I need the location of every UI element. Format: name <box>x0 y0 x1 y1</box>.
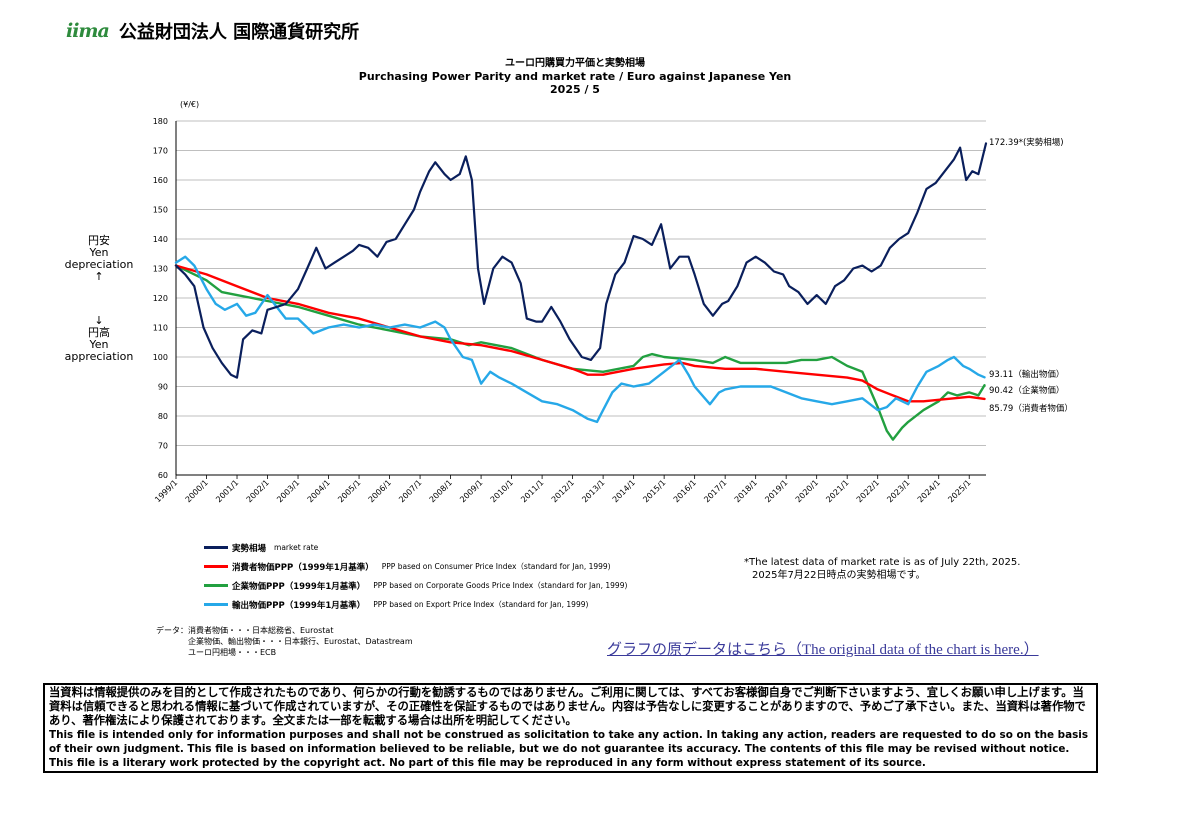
x-tick-label: 2014/1 <box>611 478 637 504</box>
series-end-label: 85.79（消費者物価） <box>989 403 1073 414</box>
y-tick-label: 120 <box>153 294 168 303</box>
legend-item-cgpi-ppp: 企業物価PPP（1999年1月基準） PPP based on Corporat… <box>204 576 627 595</box>
x-tick-label: 2001/1 <box>214 478 240 504</box>
x-tick-label: 2018/1 <box>733 478 759 504</box>
series-line <box>174 255 986 424</box>
x-tick-label: 2019/1 <box>763 478 789 504</box>
disclaimer-jp: 当資料は情報提供のみを目的として作成されたものであり、何らかの行動を勧誘するもの… <box>49 686 1086 727</box>
x-tick-label: 2021/1 <box>824 478 850 504</box>
y-tick-label: 80 <box>158 412 168 421</box>
ppp-line-chart: 60 70 80 90 100 110 120 130 140 150 160 170 180 (¥/€)… <box>153 100 1073 504</box>
market-rate-note: *The latest data of market rate is as of… <box>744 556 1020 582</box>
legend-label-en: PPP based on Consumer Price Index（standa… <box>381 562 611 571</box>
chart-title-jp: ユーロ円購買力平価と実勢相場 <box>505 58 645 69</box>
x-tick-label: 2007/1 <box>397 478 423 504</box>
x-tick-label: 2023/1 <box>885 478 911 504</box>
logo-mark: iima <box>66 20 110 42</box>
y-tick-label: 140 <box>153 235 168 244</box>
note-line-en: *The latest data of market rate is as of… <box>744 557 1021 568</box>
legend-swatch-cpi-ppp <box>204 565 228 568</box>
legend-label-jp: 企業物価PPP（1999年1月基準） <box>232 581 366 592</box>
disclaimer-en: This file is intended only for informati… <box>49 729 1089 769</box>
y-tick-label: 170 <box>153 147 168 156</box>
legend-label-jp: 実勢相場 <box>232 543 267 554</box>
x-tick-label: 2011/1 <box>519 478 545 504</box>
x-tick-label: 2010/1 <box>489 478 515 504</box>
side-upper-line-1: 円安 <box>88 234 110 247</box>
x-tick-label: 1999/1 <box>153 478 179 504</box>
legend-label-jp: 輸出物価PPP（1999年1月基準） <box>232 600 366 611</box>
x-tick-label: 2000/1 <box>184 478 210 504</box>
side-upper-line-3: depreciation <box>64 258 134 271</box>
legend-label-en: PPP based on Export Price Index（standard… <box>373 600 589 609</box>
legend-item-market-rate: 実勢相場 market rate <box>204 538 627 557</box>
series-end-label: 172.39*(実勢相場) <box>989 137 1064 148</box>
x-tick-label: 2006/1 <box>367 478 393 504</box>
series-end-label: 93.11（輸出物価） <box>989 369 1064 380</box>
side-lower-line-3: appreciation <box>64 350 134 363</box>
side-lower-line-1: 円高 <box>88 326 110 339</box>
x-tick-label: 2009/1 <box>458 478 484 504</box>
legend-item-cpi-ppp: 消費者物価PPP（1999年1月基準） PPP based on Consume… <box>204 557 627 576</box>
yen-appreciation-label: ↓ 円高 Yen appreciation <box>60 315 138 363</box>
series-line <box>174 264 986 403</box>
x-tick-label: 2005/1 <box>336 478 362 504</box>
y-tick-label: 180 <box>153 117 168 126</box>
side-lower-arrow: ↓ <box>94 314 104 327</box>
note-line-jp: 2025年7月22日時点の実勢相場です。 <box>752 570 926 581</box>
series-line <box>174 142 988 379</box>
y-axis-unit: (¥/€) <box>180 100 199 109</box>
yen-depreciation-label: 円安 Yen depreciation ↑ <box>60 235 138 283</box>
legend-label-jp: 消費者物価PPP（1999年1月基準） <box>232 562 374 573</box>
side-lower-line-2: Yen <box>89 338 109 351</box>
data-sources: データ：消費者物価・・・日本総務省、Eurostat 企業物価、輸出物価・・・日… <box>156 626 413 657</box>
legend-swatch-market-rate <box>204 546 228 549</box>
y-tick-label: 150 <box>153 206 168 215</box>
x-tick-label: 2015/1 <box>641 478 667 504</box>
original-data-link[interactable]: グラフの原データはこちら（The original data of the ch… <box>607 642 1039 658</box>
x-tick-label: 2025/1 <box>946 478 972 504</box>
y-tick-label: 160 <box>153 176 168 185</box>
y-tick-label: 130 <box>153 265 168 274</box>
x-tick-label: 2016/1 <box>672 478 698 504</box>
chart-titles: ユーロ円購買力平価と実勢相場 Purchasing Power Parity a… <box>0 57 1150 96</box>
y-tick-label: 60 <box>158 471 168 480</box>
x-tick-label: 2020/1 <box>794 478 820 504</box>
chart-title-en: Purchasing Power Parity and market rate … <box>358 70 792 83</box>
org-logo: iima 公益財団法人 国際通貨研究所 <box>66 14 359 48</box>
side-upper-line-2: Yen <box>89 246 109 259</box>
y-tick-label: 110 <box>153 324 168 333</box>
y-tick-label: 100 <box>153 353 168 362</box>
series-end-label: 90.42（企業物価） <box>989 385 1064 396</box>
x-tick-label: 2008/1 <box>428 478 454 504</box>
org-name: 公益財団法人 国際通貨研究所 <box>118 22 360 43</box>
x-tick-label: 2004/1 <box>306 478 332 504</box>
legend-swatch-export-ppp <box>204 603 228 606</box>
x-tick-label: 2003/1 <box>275 478 301 504</box>
disclaimer-box: 当資料は情報提供のみを目的として作成されたものであり、何らかの行動を勧誘するもの… <box>43 683 1098 773</box>
x-tick-label: 2024/1 <box>916 478 942 504</box>
x-tick-label: 2012/1 <box>550 478 576 504</box>
x-tick-label: 2022/1 <box>855 478 881 504</box>
x-tick-label: 2002/1 <box>245 478 271 504</box>
legend-label-en: PPP based on Corporate Goods Price Index… <box>373 581 628 590</box>
x-tick-label: 2017/1 <box>702 478 728 504</box>
chart-legend: 実勢相場 market rate 消費者物価PPP（1999年1月基準） PPP… <box>204 538 627 614</box>
y-tick-label: 90 <box>158 383 168 392</box>
legend-swatch-cgpi-ppp <box>204 584 228 587</box>
side-upper-arrow: ↑ <box>94 270 104 283</box>
chart-title-date: 2025 / 5 <box>550 83 600 96</box>
x-tick-label: 2013/1 <box>580 478 606 504</box>
legend-label-en: market rate <box>274 543 319 552</box>
y-tick-label: 70 <box>158 442 168 451</box>
legend-item-export-ppp: 輸出物価PPP（1999年1月基準） PPP based on Export P… <box>204 595 627 614</box>
